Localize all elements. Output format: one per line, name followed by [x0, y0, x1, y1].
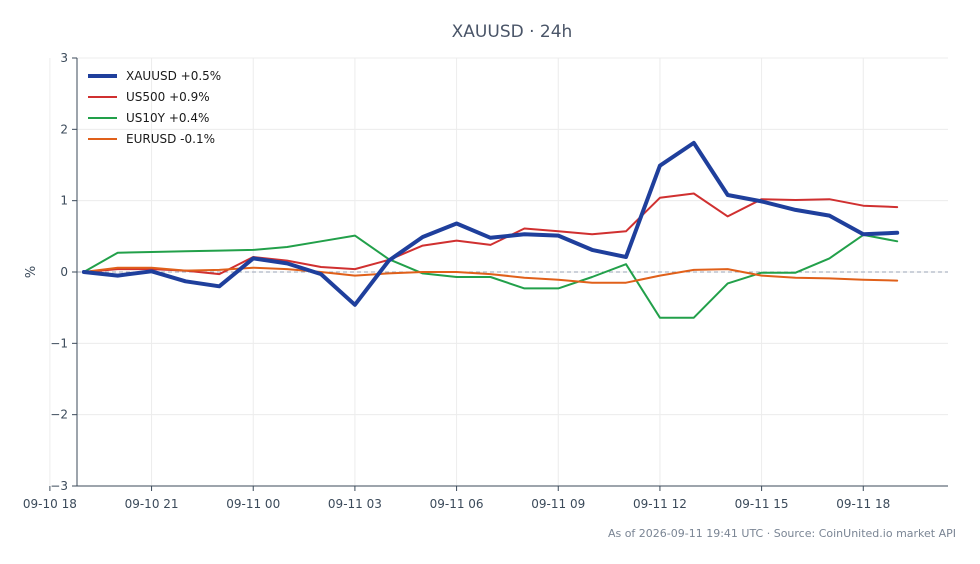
axes-layer: 3 2 1 0 −1 −2 −3 09-10 18 09-10 21 09-11 00 09-11 …	[23, 51, 948, 511]
series-layer	[81, 140, 900, 319]
series-line-2	[82, 233, 899, 319]
legend: XAUUSD +0.5% US500 +0.9% US10Y +0.4% EURUSD…	[88, 69, 221, 146]
grid-layer	[49, 57, 948, 487]
x-tick-label: 09-11 09	[531, 497, 585, 511]
legend-label-2: US10Y +0.4%	[126, 111, 209, 125]
x-tick-label: 09-11 00	[226, 497, 280, 511]
x-tick-label: 09-10 18	[23, 497, 77, 511]
y-tick-label: 2	[60, 122, 68, 136]
x-tick-label: 09-11 15	[735, 497, 789, 511]
y-tick-label: −1	[50, 336, 68, 350]
series-line-3	[82, 266, 899, 284]
y-tick-label: −2	[50, 408, 68, 422]
y-tick-label: −3	[50, 479, 68, 493]
legend-label-0: XAUUSD +0.5%	[126, 69, 221, 83]
series-line-0	[81, 140, 900, 307]
y-axis-label: %	[24, 266, 39, 278]
footer-note: As of 2026-09-11 19:41 UTC · Source: Coi…	[608, 527, 956, 540]
y-tick-label: 3	[60, 51, 68, 65]
y-tick-label: 0	[60, 265, 68, 279]
y-tick-label: 1	[60, 194, 68, 208]
x-tick-label: 09-11 03	[328, 497, 382, 511]
legend-label-1: US500 +0.9%	[126, 90, 210, 104]
x-tick-label: 09-11 06	[430, 497, 484, 511]
series-line-1	[82, 192, 899, 276]
chart-title: XAUUSD · 24h	[452, 22, 573, 42]
x-tick-label: 09-11 12	[633, 497, 687, 511]
x-tick-label: 09-11 18	[836, 497, 890, 511]
legend-label-3: EURUSD -0.1%	[126, 132, 215, 146]
x-tick-label: 09-10 21	[125, 497, 179, 511]
